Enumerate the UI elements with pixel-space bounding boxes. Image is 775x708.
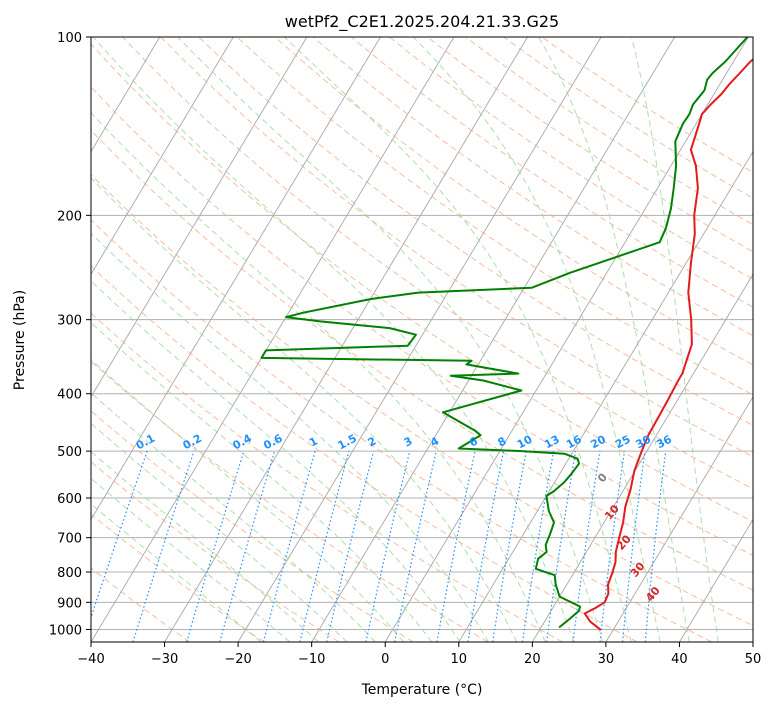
moist-adiabat-line: [91, 280, 461, 642]
dry-adiabat-line: [91, 219, 713, 642]
dry-adiabat-line: [160, 37, 753, 458]
isotherm-line: [384, 37, 749, 642]
reference-line-labels: 0.10.20.40.611.52346810131620253036-100-…: [134, 432, 674, 605]
mixing-ratio-line: [186, 450, 245, 642]
mixing-ratio-line: [394, 450, 437, 642]
dry-adiabat-line: [91, 360, 489, 642]
x-tick-label: −10: [298, 652, 325, 667]
isotherm-line: [605, 395, 753, 642]
isotherm-line: [91, 37, 234, 276]
dry-adiabat-line: [91, 513, 265, 642]
moist-adiabat-line: [91, 232, 489, 642]
chart-title: wetPf2_C2E1.2025.204.21.33.G25: [285, 12, 559, 32]
isotherm-line: [679, 518, 753, 642]
moist-adiabat-line: [91, 503, 262, 642]
moist-adiabat-line: [91, 177, 518, 642]
dry-adiabat-line: [91, 567, 190, 642]
x-axis-label: Temperature (°C): [361, 682, 483, 698]
temperature-profile-line: [583, 58, 753, 631]
moist-adiabat-line: [91, 358, 404, 642]
mixing-ratio-line: [365, 450, 411, 642]
pressure-gridlines: [91, 37, 753, 630]
mixing-ratio-line: [521, 450, 555, 642]
dry-adiabat-line: [91, 265, 638, 642]
moist-adiabat-line: [177, 37, 604, 642]
dry-adiabat-line: [91, 129, 753, 591]
mixing-ratio-line: [326, 450, 375, 642]
moist-adiabat-line: [91, 392, 376, 642]
y-tick-label: 900: [57, 596, 82, 611]
isotherm-line: [164, 37, 528, 642]
moist-adiabats: [91, 37, 719, 642]
x-tick-label: 0: [381, 652, 389, 667]
moist-adiabat-line: [92, 37, 575, 642]
profile-series: [260, 37, 753, 631]
isotherm-line: [531, 273, 753, 642]
mixing-ratio-line: [219, 450, 276, 642]
mixing-ratio-lines: [91, 450, 667, 642]
mixing-ratio-label: 30: [634, 433, 654, 452]
isotherm-line: [458, 150, 753, 642]
y-tick-label: 400: [57, 388, 82, 403]
moist-adiabat-line: [631, 37, 719, 642]
mixing-ratio-line: [299, 450, 350, 642]
isotherm-line: [237, 37, 602, 642]
x-tick-label: 20: [524, 652, 541, 667]
mixing-ratio-label: 16: [564, 433, 584, 452]
isotherm-line: [91, 37, 161, 153]
moist-adiabat-line: [91, 477, 291, 642]
isotherm-line: [91, 37, 381, 521]
y-axis-label: Pressure (hPa): [12, 290, 28, 390]
y-tick-label: 500: [57, 445, 82, 460]
y-axis-ticks: 100 200 300 400 500 600 700 800 900 1000: [49, 31, 91, 638]
dry-adiabat-line: [350, 37, 753, 308]
mixing-ratio-label: 20: [588, 433, 608, 452]
x-axis-ticks: −40 −30 −20 −10 0 10 20 30 40 50: [77, 642, 761, 667]
y-tick-label: 800: [57, 566, 82, 581]
dry-adiabat-line: [91, 173, 753, 627]
moist-adiabat-line: [538, 37, 690, 642]
isotherm-line: [91, 37, 308, 398]
mixing-ratio-label: 13: [542, 433, 562, 452]
mixing-ratio-label: 25: [613, 433, 633, 452]
isotherm-line: [91, 37, 455, 642]
plot-area: 0.10.20.40.611.52346810131620253036-100-…: [91, 37, 753, 642]
mixing-ratio-label: 36: [654, 432, 674, 451]
dry-adiabat-line: [91, 312, 563, 642]
moist-adiabat-line: [91, 321, 433, 642]
x-tick-label: 50: [745, 652, 762, 667]
moist-adiabat-line: [412, 37, 661, 642]
dry-adiabat-line: [236, 37, 753, 396]
x-tick-label: 40: [671, 652, 688, 667]
y-tick-label: 300: [57, 314, 82, 329]
moist-adiabat-line: [91, 111, 546, 642]
y-tick-label: 1000: [49, 623, 82, 638]
y-tick-label: 600: [57, 492, 82, 507]
y-tick-label: 200: [57, 209, 82, 224]
dewpoint-profile-line: [260, 37, 749, 628]
x-tick-label: −20: [224, 652, 251, 667]
mixing-ratio-line: [572, 451, 601, 642]
moist-adiabat-line: [91, 451, 319, 642]
y-tick-label: 700: [57, 532, 82, 547]
y-tick-label: 100: [57, 31, 82, 46]
x-tick-label: −40: [77, 652, 104, 667]
x-tick-label: 30: [598, 652, 615, 667]
x-tick-label: −30: [151, 652, 178, 667]
dry-adiabats: [91, 37, 753, 642]
mixing-ratio-line: [599, 451, 626, 642]
mixing-ratio-line: [644, 451, 667, 642]
mixing-ratio-label: 10: [515, 433, 535, 452]
x-tick-label: 10: [451, 652, 468, 667]
plot-frame: [90, 36, 754, 643]
mixing-ratio-line: [262, 450, 316, 642]
dry-adiabat-line: [198, 37, 753, 426]
moist-adiabat-line: [284, 37, 632, 642]
mixing-ratio-line: [132, 450, 195, 642]
mixing-ratio-line: [622, 451, 646, 642]
mixing-ratio-line: [546, 450, 577, 642]
